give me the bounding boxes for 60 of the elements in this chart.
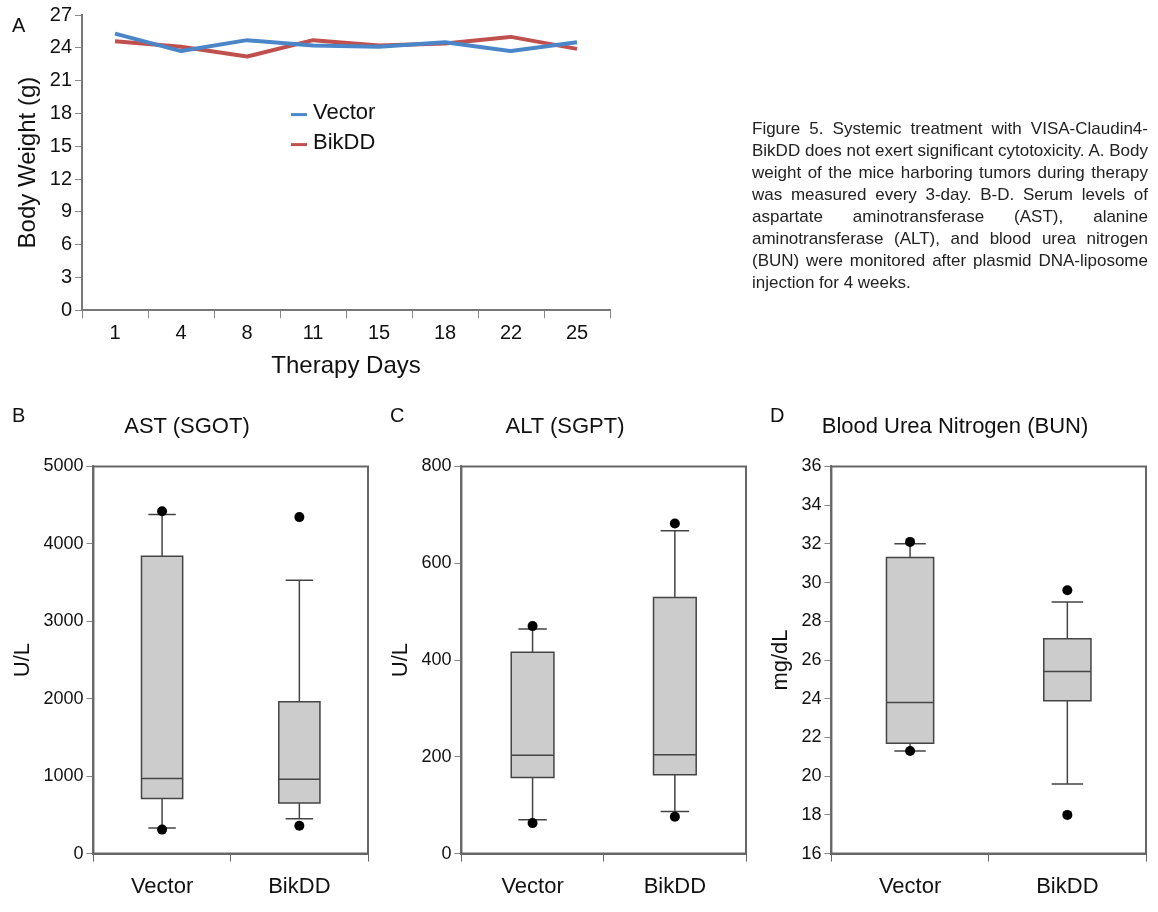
y-tick-label: 0 — [441, 842, 452, 863]
y-tick-label: 36 — [801, 455, 822, 476]
y-tick-label: 3 — [60, 264, 73, 287]
y-axis-title: U/L — [387, 642, 413, 678]
y-tick-label: 2000 — [43, 687, 84, 708]
chart-title: Blood Urea Nitrogen (BUN) — [821, 413, 1089, 439]
y-tick-label: 12 — [49, 166, 73, 189]
x-tick-label: 25 — [565, 320, 589, 343]
text: A — [12, 13, 26, 36]
y-tick-label: 27 — [49, 2, 73, 25]
chart-title: AST (SGOT) — [124, 413, 250, 439]
y-tick-label: 18 — [801, 803, 822, 824]
y-tick-label: 0 — [60, 297, 73, 320]
y-tick-label: 6 — [60, 232, 73, 255]
x-axis-title: Therapy Days — [271, 351, 421, 379]
y-tick-label: 3000 — [43, 610, 84, 631]
y-tick-label: 21 — [49, 68, 73, 91]
text: D — [770, 403, 785, 426]
y-axis-title: U/L — [9, 642, 35, 678]
y-axis-title: mg/dL — [767, 629, 793, 691]
x-tick-label: 15 — [367, 320, 391, 343]
chart-title: ALT (SGPT) — [505, 413, 625, 439]
x-tick-label: BikDD — [643, 872, 707, 898]
y-tick-label: 16 — [801, 842, 822, 863]
text: C — [390, 403, 405, 426]
y-axis-title: Body Weight (g) — [13, 76, 41, 249]
x-tick-label: 4 — [175, 320, 187, 343]
text: B — [12, 403, 26, 426]
y-tick-label: 5000 — [43, 455, 84, 476]
x-tick-label: BikDD — [1036, 872, 1099, 898]
x-tick-label: 1 — [109, 320, 121, 343]
y-tick-label: 26 — [801, 648, 822, 669]
x-tick-label: 8 — [241, 320, 253, 343]
y-tick-label: 0 — [73, 842, 84, 863]
y-tick-label: 24 — [801, 687, 822, 708]
y-tick-label: 4000 — [43, 532, 84, 553]
caption: Figure 5. Systemic treatment with VISA-Claudin4-BikDD does not exert significant cytotoxicity. A. Body weight of the mice harboring tumors during therapy was measured every 3-day. B-D. Serum levels of aspartate aminotransferase (AST), alanine aminotransferase (ALT), and blood urea nitrogen (BUN) were monitored after plasmid DNA-liposome injection for 4 weeks. — [752, 118, 1148, 294]
y-tick-label: 15 — [49, 133, 73, 156]
y-tick-label: 400 — [421, 648, 452, 669]
y-tick-label: 24 — [49, 35, 73, 58]
y-tick-label: 800 — [421, 455, 452, 476]
y-tick-label: 30 — [801, 571, 822, 592]
y-tick-label: 32 — [801, 532, 822, 553]
x-tick-label: 22 — [499, 320, 523, 343]
legend-label: BikDD — [313, 128, 376, 154]
y-tick-label: 22 — [801, 726, 822, 747]
y-tick-label: 200 — [421, 745, 452, 766]
x-tick-label: 11 — [302, 320, 324, 343]
y-tick-label: 28 — [801, 610, 822, 631]
y-tick-label: 20 — [801, 765, 822, 786]
x-tick-label: Vector — [501, 872, 564, 898]
x-tick-label: BikDD — [268, 872, 331, 898]
y-tick-label: 600 — [421, 552, 452, 573]
y-tick-label: 18 — [49, 100, 73, 123]
x-tick-label: Vector — [130, 872, 194, 898]
y-tick-label: 1000 — [43, 765, 84, 786]
x-tick-label: Vector — [878, 872, 942, 898]
y-tick-label: 34 — [801, 494, 822, 515]
y-tick-label: 9 — [60, 199, 73, 222]
legend-label: Vector — [313, 98, 376, 124]
